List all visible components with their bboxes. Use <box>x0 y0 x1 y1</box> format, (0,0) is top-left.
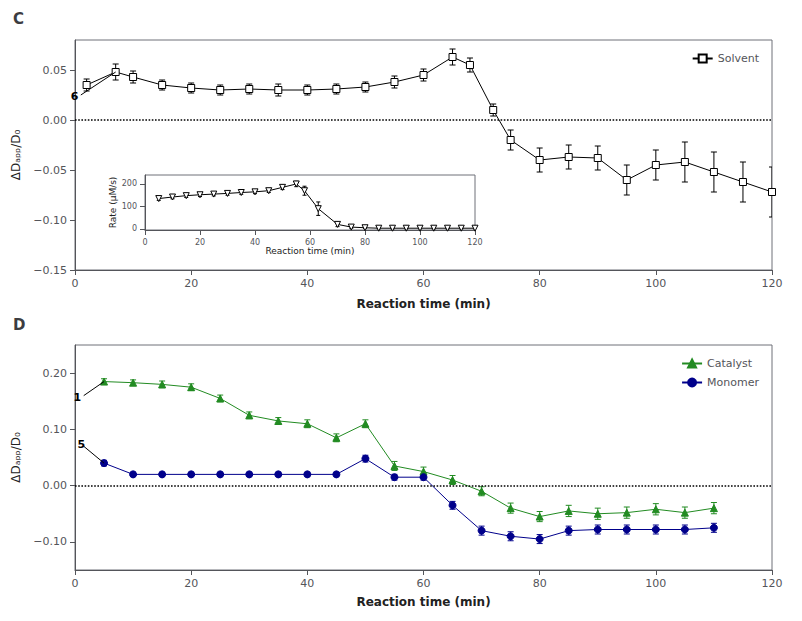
svg-text:0: 0 <box>132 224 137 233</box>
svg-text:Reaction time (min): Reaction time (min) <box>356 297 490 311</box>
svg-text:0.00: 0.00 <box>43 479 68 492</box>
svg-text:40: 40 <box>300 577 314 590</box>
svg-text:−0.05: −0.05 <box>33 164 67 177</box>
svg-text:Rate (μM/s): Rate (μM/s) <box>108 177 118 229</box>
svg-text:−0.10: −0.10 <box>33 214 67 227</box>
svg-text:0: 0 <box>142 238 147 247</box>
svg-text:20: 20 <box>184 277 198 290</box>
svg-text:−0.10: −0.10 <box>33 535 67 548</box>
svg-text:Catalyst: Catalyst <box>707 357 753 370</box>
svg-text:100: 100 <box>122 202 137 211</box>
svg-text:20: 20 <box>184 577 198 590</box>
svg-text:80: 80 <box>533 577 547 590</box>
svg-text:0.10: 0.10 <box>43 423 68 436</box>
svg-text:0.05: 0.05 <box>43 64 68 77</box>
svg-text:120: 120 <box>762 577 783 590</box>
svg-text:Monomer: Monomer <box>707 376 759 389</box>
svg-text:60: 60 <box>305 238 315 247</box>
svg-text:0: 0 <box>72 277 79 290</box>
svg-text:40: 40 <box>300 277 314 290</box>
svg-text:40: 40 <box>250 238 260 247</box>
svg-text:80: 80 <box>360 238 370 247</box>
svg-text:0.20: 0.20 <box>43 367 68 380</box>
svg-text:Reaction time (min): Reaction time (min) <box>356 595 490 609</box>
svg-text:ΔDₐₚₚ/D₀: ΔDₐₚₚ/D₀ <box>9 432 23 483</box>
svg-text:Reaction time (min): Reaction time (min) <box>265 246 354 256</box>
svg-text:0: 0 <box>72 577 79 590</box>
svg-text:1: 1 <box>74 391 82 404</box>
svg-text:120: 120 <box>762 277 783 290</box>
svg-text:60: 60 <box>417 277 431 290</box>
svg-text:80: 80 <box>533 277 547 290</box>
svg-text:60: 60 <box>417 577 431 590</box>
svg-text:100: 100 <box>412 238 427 247</box>
svg-text:C: C <box>13 10 24 28</box>
svg-text:120: 120 <box>467 238 482 247</box>
svg-text:100: 100 <box>645 577 666 590</box>
svg-text:−0.15: −0.15 <box>33 264 67 277</box>
svg-text:0.00: 0.00 <box>43 114 68 127</box>
svg-text:6: 6 <box>71 90 79 103</box>
svg-text:100: 100 <box>645 277 666 290</box>
svg-text:D: D <box>13 316 25 334</box>
svg-text:200: 200 <box>122 179 137 188</box>
svg-text:5: 5 <box>78 438 86 451</box>
svg-text:Solvent: Solvent <box>718 52 760 65</box>
svg-text:ΔDₐₚₚ/D₀: ΔDₐₚₚ/D₀ <box>9 130 23 181</box>
svg-text:20: 20 <box>195 238 205 247</box>
